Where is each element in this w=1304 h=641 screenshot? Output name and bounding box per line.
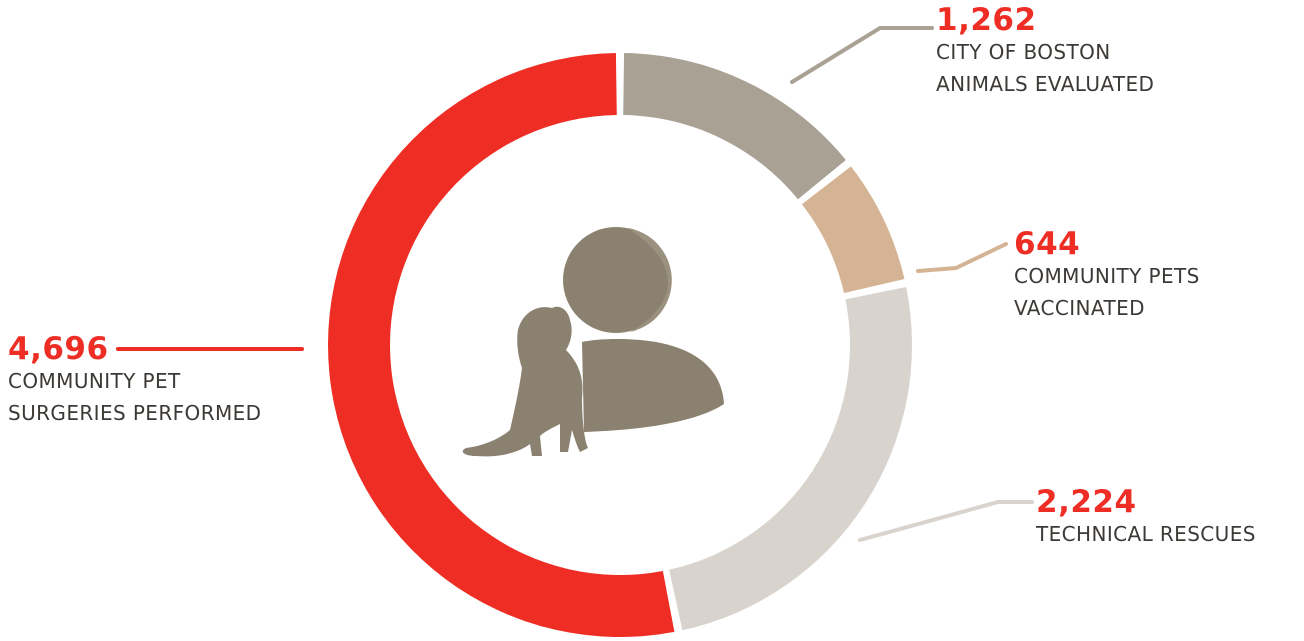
- slice-label-pets-vaccinated: 644 COMMUNITY PETS VACCINATED: [1014, 228, 1200, 324]
- slice-value: 4,696: [8, 331, 109, 367]
- donut-slice: [623, 53, 846, 200]
- slice-label-line: COMMUNITY PET: [8, 369, 181, 393]
- slice-label-technical-rescues: 2,224 TECHNICAL RESCUES: [1036, 486, 1256, 550]
- slice-value: 1,262: [936, 2, 1037, 38]
- leader-line: [916, 242, 1008, 273]
- donut-slice: [801, 166, 905, 294]
- donut-slice: [328, 53, 675, 638]
- leader-line: [858, 500, 1034, 542]
- slice-label-line: VACCINATED: [1014, 296, 1145, 320]
- donut-slice: [669, 286, 912, 631]
- slice-label-line: ANIMALS EVALUATED: [936, 72, 1155, 96]
- slice-label-line: CITY OF BOSTON: [936, 40, 1111, 64]
- slice-label-city-evaluated: 1,262 CITY OF BOSTON ANIMALS EVALUATED: [936, 4, 1154, 100]
- leader-line: [790, 26, 934, 84]
- person-with-dog-icon: [462, 227, 724, 457]
- donut-slices: [328, 53, 912, 638]
- slice-value: 644: [1014, 226, 1081, 262]
- slice-value: 2,224: [1036, 484, 1137, 520]
- slice-label-line: TECHNICAL RESCUES: [1036, 522, 1256, 546]
- leader-lines: [116, 26, 1034, 542]
- slice-label-line: SURGERIES PERFORMED: [8, 401, 262, 425]
- slice-label-pet-surgeries: 4,696 COMMUNITY PET SURGERIES PERFORMED: [8, 333, 261, 429]
- slice-label-line: COMMUNITY PETS: [1014, 264, 1200, 288]
